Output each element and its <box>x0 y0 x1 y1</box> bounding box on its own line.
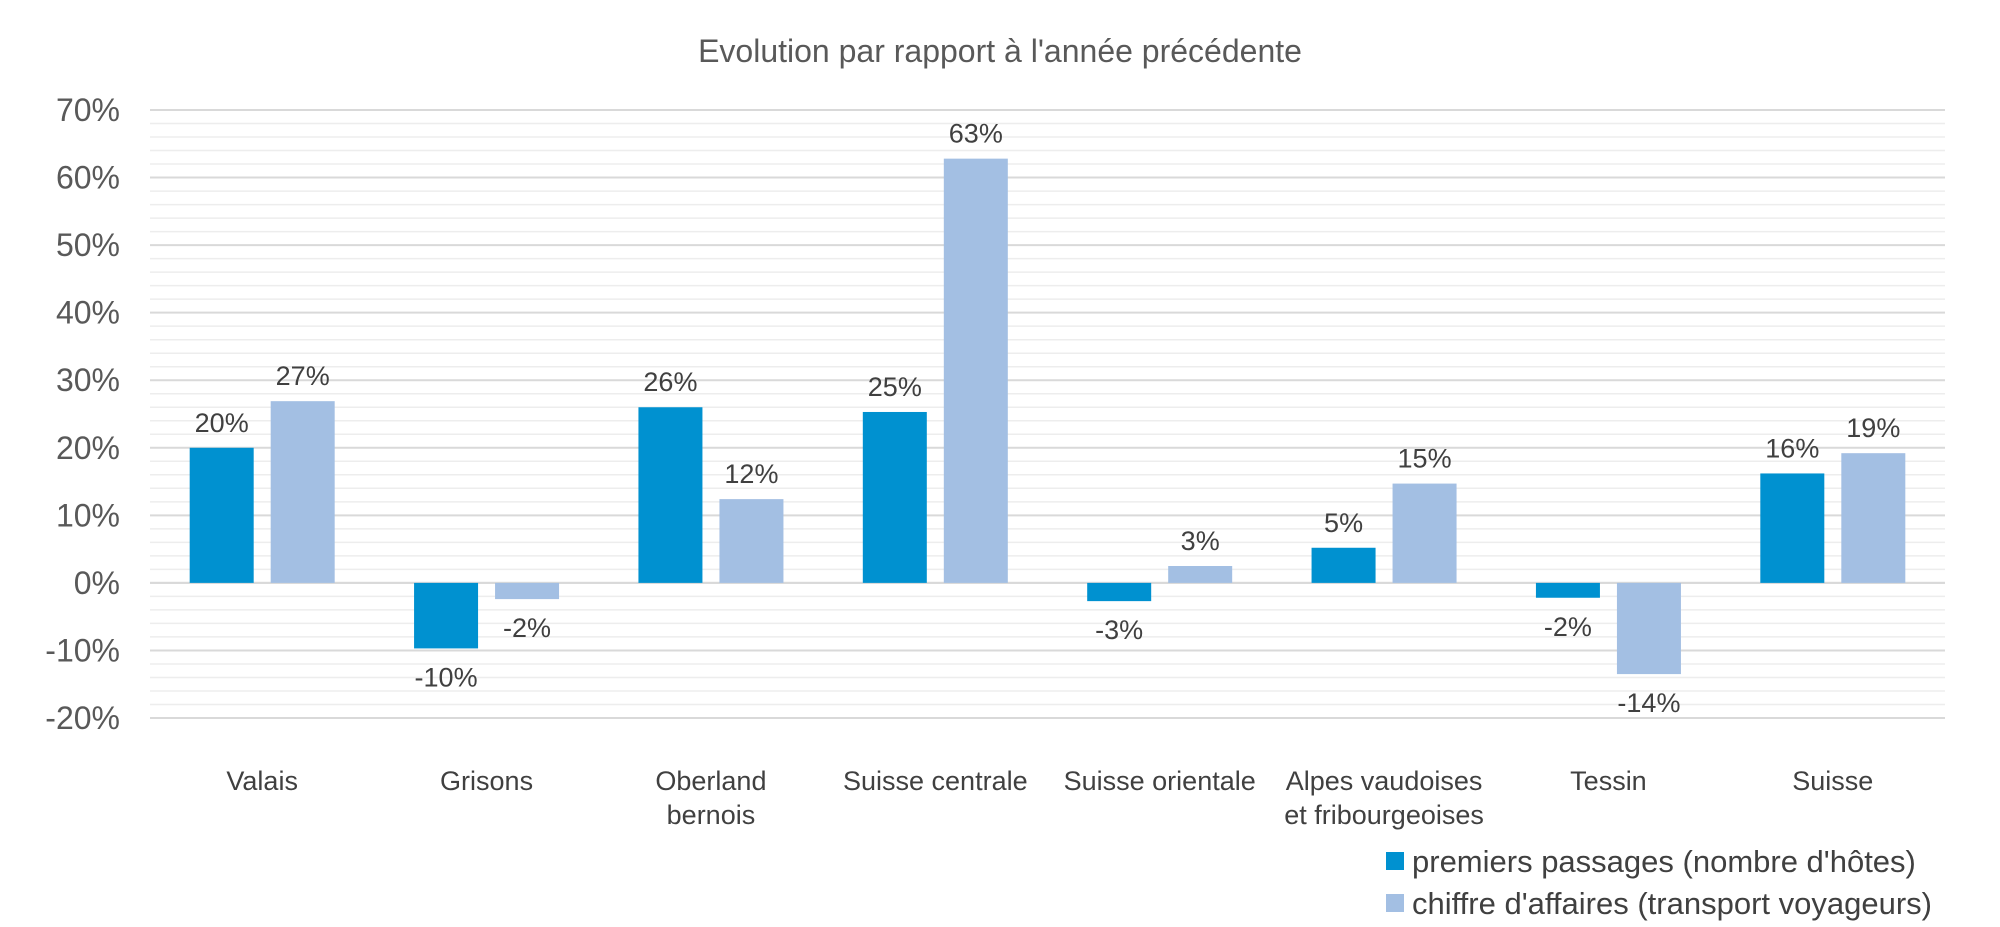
data-labels: 20% 27% -10% -2% 26% 12% 25% 63% -3% 3% 5% 15% -2% -1… <box>195 119 1901 718</box>
data-label: 15% <box>1398 444 1452 474</box>
legend-label: chiffre d'affaires (transport voyageurs) <box>1412 886 1932 921</box>
data-label: 27% <box>276 361 330 391</box>
y-tick-label: -10% <box>45 632 120 668</box>
category-label: Alpes vaudoises <box>1286 766 1483 796</box>
y-tick-label: 70% <box>56 92 120 128</box>
category-label: Valais <box>226 766 298 796</box>
chart-title: Evolution par rapport à l'année précéden… <box>698 33 1302 69</box>
bar-series-2 <box>270 401 335 583</box>
bar-series-1 <box>1535 582 1600 598</box>
bar-series-1 <box>414 582 479 649</box>
bar-series-2 <box>1841 453 1906 583</box>
data-label: 63% <box>949 119 1003 149</box>
bar-series-2 <box>1616 582 1681 675</box>
data-label: 3% <box>1181 526 1220 556</box>
category-label: bernois <box>667 800 756 830</box>
data-label: 25% <box>868 372 922 402</box>
data-label: -10% <box>415 662 478 692</box>
data-label: -14% <box>1617 688 1680 718</box>
y-tick-label: 0% <box>74 565 120 601</box>
category-label: Oberland <box>655 766 766 796</box>
data-label: 5% <box>1324 508 1363 538</box>
bar-series-2 <box>495 582 560 600</box>
bar-series-2 <box>1168 566 1233 583</box>
data-label: 20% <box>195 408 249 438</box>
y-axis-tick-labels: 70% 60% 50% 40% 30% 20% 10% 0% -10% -20% <box>45 92 120 736</box>
bar-series-2 <box>719 499 784 583</box>
bar-series-1 <box>1760 473 1825 583</box>
bar-series-2 <box>1392 483 1457 583</box>
bar-series-1 <box>638 407 703 583</box>
x-axis-category-labels: Valais Grisons Oberland bernois Suisse centr… <box>226 766 1873 830</box>
data-label: 26% <box>643 367 697 397</box>
data-label: -2% <box>503 613 551 643</box>
category-label: et fribourgeoises <box>1284 800 1484 830</box>
bar-series-1 <box>189 447 254 583</box>
gridlines <box>150 109 1945 719</box>
y-tick-label: 10% <box>56 497 120 533</box>
data-label: 16% <box>1765 433 1819 463</box>
data-label: -2% <box>1544 612 1592 642</box>
y-tick-label: 50% <box>56 227 120 263</box>
bar-series-1 <box>1087 582 1152 602</box>
bar-series-1 <box>1311 547 1376 583</box>
bars <box>189 158 1906 675</box>
y-tick-label: -20% <box>45 700 120 736</box>
data-label: -3% <box>1095 615 1143 645</box>
category-label: Grisons <box>440 766 533 796</box>
bar-series-2 <box>943 158 1008 583</box>
category-label: Suisse <box>1792 766 1873 796</box>
data-label: 19% <box>1846 413 1900 443</box>
legend: premiers passages (nombre d'hôtes) chiffr… <box>1386 844 1932 921</box>
y-tick-label: 60% <box>56 160 120 196</box>
category-label: Suisse orientale <box>1064 766 1256 796</box>
bar-series-1 <box>862 411 927 583</box>
legend-swatch <box>1386 852 1404 870</box>
y-tick-label: 30% <box>56 362 120 398</box>
y-tick-label: 20% <box>56 430 120 466</box>
category-label: Suisse centrale <box>843 766 1028 796</box>
y-tick-label: 40% <box>56 295 120 331</box>
category-label: Tessin <box>1570 766 1647 796</box>
legend-label: premiers passages (nombre d'hôtes) <box>1412 844 1916 879</box>
data-label: 12% <box>724 459 778 489</box>
legend-swatch <box>1386 894 1404 912</box>
